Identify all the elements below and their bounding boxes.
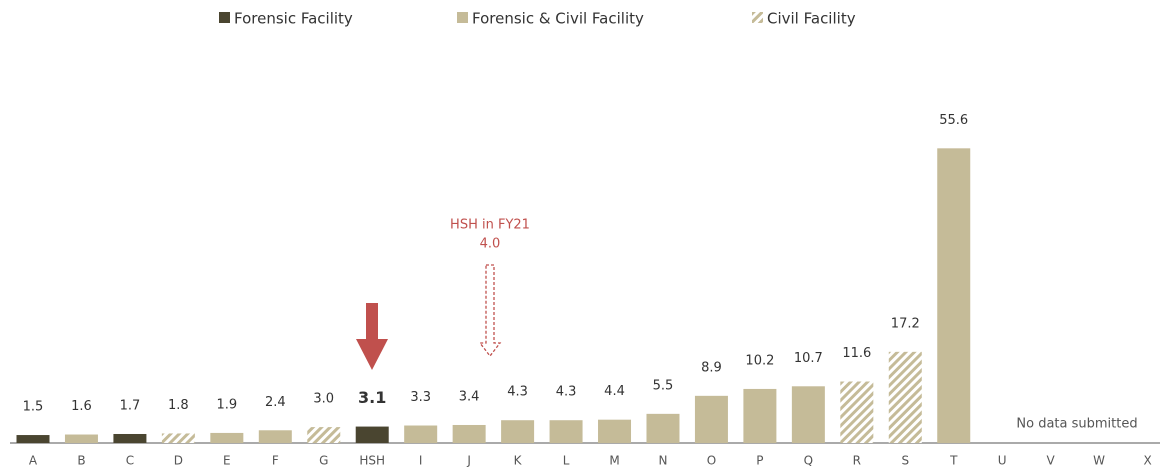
- annotation-text: HSH in FY21: [450, 218, 530, 233]
- bar: [210, 432, 244, 443]
- bar: [791, 386, 825, 443]
- bar: [501, 420, 535, 443]
- bar: [549, 420, 583, 443]
- x-tick-label: X: [1143, 454, 1151, 467]
- data-label: 4.3: [556, 385, 577, 400]
- x-tick-label: C: [126, 454, 134, 467]
- data-label: 1.5: [23, 400, 44, 415]
- bar: [888, 351, 922, 443]
- x-tick-label: HSH: [359, 454, 385, 467]
- x-tick-label: E: [223, 454, 231, 467]
- data-label: 3.3: [410, 390, 431, 405]
- legend-swatch: [219, 12, 230, 23]
- x-tick-label: R: [853, 454, 861, 467]
- fy21-arrow: [478, 264, 502, 358]
- data-label: 3.4: [459, 389, 480, 404]
- x-tick-label: U: [998, 454, 1007, 467]
- bar: [452, 424, 486, 443]
- bar: [694, 395, 728, 443]
- x-tick-label: P: [756, 454, 763, 467]
- bar: [937, 148, 971, 443]
- data-label: 55.6: [939, 113, 968, 128]
- data-label: 4.4: [604, 384, 625, 399]
- bar: [161, 433, 195, 443]
- x-tick-label: B: [77, 454, 85, 467]
- data-label: 8.9: [701, 360, 722, 375]
- bar: [840, 381, 874, 443]
- data-label: 3.0: [313, 392, 334, 407]
- x-tick-label: I: [419, 454, 423, 467]
- x-tick-label: A: [29, 454, 38, 467]
- bar: [355, 426, 389, 443]
- x-tick-label: V: [1047, 454, 1056, 467]
- data-label: 10.2: [745, 353, 774, 368]
- x-tick-label: S: [901, 454, 909, 467]
- x-tick-label: G: [319, 454, 328, 467]
- x-tick-label: L: [563, 454, 570, 467]
- bar: [743, 388, 777, 443]
- bar: [404, 425, 438, 443]
- x-tick-label: T: [949, 454, 958, 467]
- data-label: 1.6: [71, 399, 92, 414]
- bar: [258, 430, 292, 443]
- data-label: 4.3: [507, 385, 528, 400]
- annotation-value: 4.0: [480, 237, 501, 252]
- data-label: 1.9: [216, 397, 237, 412]
- data-label: 10.7: [794, 351, 823, 366]
- legend-label: Forensic Facility: [234, 10, 353, 28]
- x-tick-label: D: [174, 454, 183, 467]
- bar: [16, 435, 50, 443]
- data-label: 1.7: [120, 398, 141, 413]
- data-label: 1.8: [168, 398, 189, 413]
- legend-label: Forensic & Civil Facility: [472, 10, 644, 28]
- bar: [64, 434, 98, 443]
- hsh-arrow: [356, 303, 388, 370]
- legend-swatch: [457, 12, 468, 23]
- bar: [646, 413, 680, 443]
- data-label: 5.5: [653, 378, 674, 393]
- x-tick-label: K: [514, 454, 523, 467]
- bar: [113, 433, 147, 443]
- data-label: 11.6: [842, 346, 871, 361]
- x-tick-label: F: [272, 454, 279, 467]
- legend-swatch: [752, 12, 763, 23]
- data-label: 17.2: [891, 316, 920, 331]
- x-tick-label: W: [1093, 454, 1105, 467]
- no-data-note: No data submitted: [1016, 417, 1137, 432]
- bar: [307, 427, 341, 443]
- x-tick-label: N: [658, 454, 667, 467]
- x-tick-label: O: [707, 454, 716, 467]
- data-label: 3.1: [358, 388, 386, 407]
- data-label: 2.4: [265, 395, 286, 410]
- x-tick-label: J: [466, 454, 471, 467]
- bar: [598, 419, 632, 443]
- legend-label: Civil Facility: [767, 10, 856, 28]
- x-tick-label: Q: [804, 454, 813, 467]
- x-tick-label: M: [609, 454, 619, 467]
